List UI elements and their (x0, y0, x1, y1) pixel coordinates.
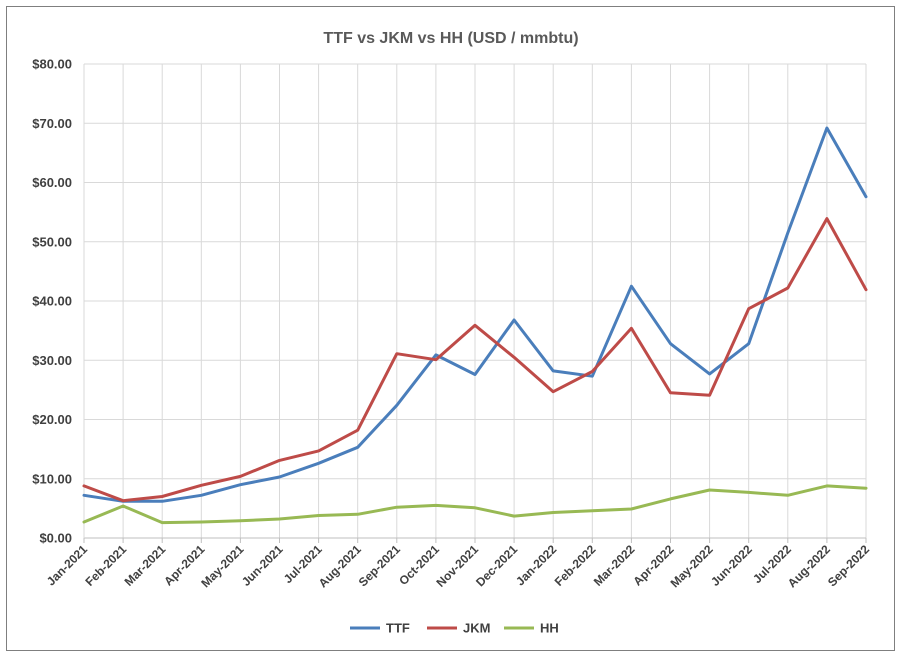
y-axis-tick-labels: $0.00 $10.00 $20.00 $30.00 $40.00 $50.00 $60.0… (32, 57, 72, 546)
legend-item-hh: HH (504, 621, 559, 636)
series-lines (82, 126, 868, 525)
x-tick-label: Mar-2021 (122, 542, 169, 589)
x-tick-label: Sep-2021 (356, 542, 403, 589)
x-tick-label: Jun-2022 (708, 542, 755, 589)
x-tick-label: Aug-2022 (785, 542, 833, 590)
x-tick-label: Feb-2021 (83, 542, 130, 589)
x-tick-label: Aug-2021 (316, 542, 364, 590)
x-tick-label: Sep-2022 (825, 542, 872, 589)
x-tick-label: Dec-2021 (473, 542, 520, 589)
axes (83, 64, 867, 543)
legend: TTF JKM HH (350, 621, 559, 636)
x-axis-tick-labels: Jan-2021Feb-2021Mar-2021Apr-2021May-2021… (44, 542, 872, 590)
y-tick-label: $20.00 (32, 412, 72, 427)
x-tick-label: Nov-2021 (433, 542, 481, 590)
legend-label: TTF (386, 621, 410, 636)
x-tick-label: Jan-2022 (513, 542, 559, 588)
series-line-hh (82, 484, 868, 525)
series-line-ttf (82, 126, 868, 503)
y-tick-label: $50.00 (32, 234, 72, 249)
legend-label: JKM (463, 621, 490, 636)
chart-frame (6, 6, 895, 651)
legend-item-jkm: JKM (427, 621, 490, 636)
y-tick-label: $80.00 (32, 57, 72, 72)
x-tick-label: Jun-2021 (239, 542, 286, 589)
x-tick-label: Jan-2021 (44, 542, 90, 588)
y-tick-label: $0.00 (39, 531, 72, 546)
y-tick-label: $30.00 (32, 353, 72, 368)
x-tick-label: May-2022 (668, 542, 716, 590)
gridlines (84, 63, 867, 538)
x-tick-label: Feb-2022 (552, 542, 599, 589)
y-tick-label: $70.00 (32, 116, 72, 131)
chart-title: TTF vs JKM vs HH (USD / mmbtu) (323, 30, 578, 47)
legend-label: HH (540, 621, 559, 636)
series-line-jkm (82, 217, 868, 503)
legend-item-ttf: TTF (350, 621, 410, 636)
y-tick-label: $60.00 (32, 175, 72, 190)
x-tick-label: May-2021 (198, 542, 246, 590)
y-tick-label: $10.00 (32, 471, 72, 486)
x-tick-label: Mar-2022 (591, 542, 638, 589)
y-tick-label: $40.00 (32, 294, 72, 309)
